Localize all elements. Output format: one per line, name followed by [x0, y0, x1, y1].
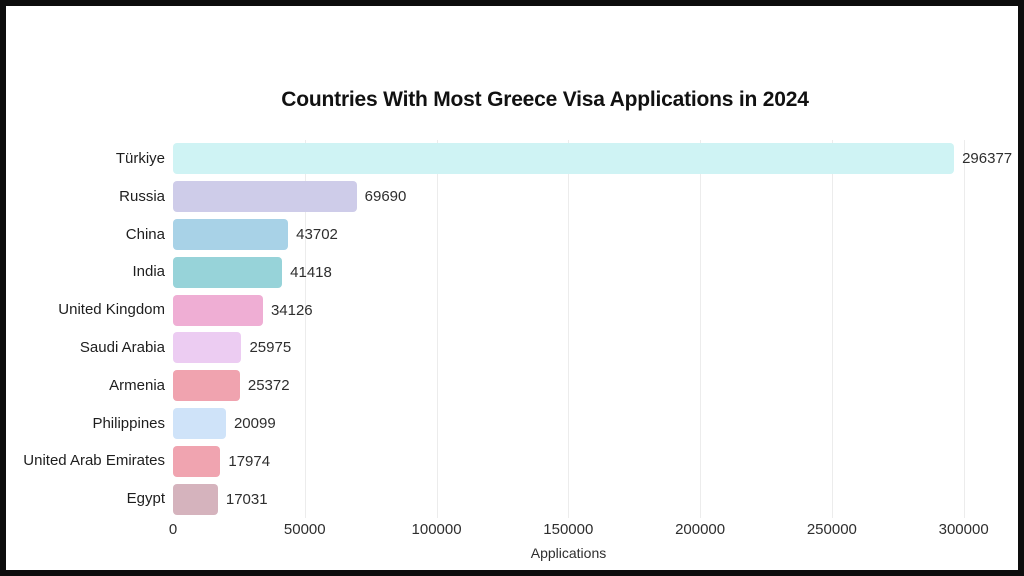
bar	[173, 332, 242, 364]
bar-row: 25975	[173, 329, 990, 367]
x-tick-label: 200000	[675, 521, 726, 538]
bar-value-label: 17031	[225, 490, 268, 508]
bar	[173, 445, 221, 477]
x-axis-ticks: 0 50000 100000 150000 200000 250000 300000	[169, 521, 990, 541]
bar-row: 25372	[173, 367, 990, 405]
gridline	[436, 140, 438, 518]
bar-value-label: 69690	[364, 188, 407, 206]
x-tick-label: 300000	[938, 521, 989, 538]
gridline	[304, 140, 306, 518]
bar-row: 296377	[173, 140, 1012, 178]
y-axis-label: China	[125, 225, 165, 243]
x-tick-label: 50000	[283, 521, 326, 538]
bar-value-label: 296377	[962, 150, 1013, 168]
gridline	[963, 140, 965, 518]
bar-value-label: 20099	[233, 414, 276, 432]
gridline	[568, 140, 570, 518]
y-axis-label: India	[132, 263, 165, 281]
bar-value-label: 25975	[249, 339, 292, 357]
plot-area: 296377 69690 43702 41418 34126 25975 25372 2009…	[173, 140, 1012, 518]
bar	[173, 218, 289, 250]
x-tick-label: 150000	[543, 521, 594, 538]
y-axis-label: United Kingdom	[58, 301, 165, 319]
y-axis-label: United Arab Emirates	[23, 452, 165, 470]
bar-value-label: 34126	[270, 301, 313, 319]
bar-row: 69690	[173, 178, 990, 216]
bar-value-label: 17974	[228, 452, 271, 470]
bar	[173, 370, 240, 402]
bar-value-label: 41418	[290, 263, 332, 281]
bar	[173, 181, 357, 213]
y-axis-label: Egypt	[126, 490, 165, 508]
y-axis-label: Türkiye	[115, 150, 165, 167]
y-axis-label: Russia	[119, 187, 165, 205]
x-tick-label: 0	[168, 521, 178, 538]
bar	[173, 483, 218, 515]
x-tick-label: 100000	[411, 521, 462, 538]
y-axis-label: Philippines	[92, 414, 165, 432]
bar	[173, 294, 263, 326]
bar-row: 17974	[173, 442, 990, 480]
bar-row: 20099	[173, 405, 990, 443]
bar-row: 34126	[173, 291, 990, 329]
bar	[173, 256, 283, 288]
x-tick-label: 250000	[806, 521, 857, 538]
chart-title: Countries With Most Greece Visa Applicat…	[281, 88, 809, 111]
y-axis-labels: Türkiye Russia China India United Kingdom Sau…	[6, 140, 165, 518]
gridline	[700, 140, 702, 518]
gridline	[831, 140, 833, 518]
y-axis-label: Saudi Arabia	[79, 339, 165, 356]
bar	[173, 407, 226, 439]
bar-row: 17031	[173, 480, 990, 518]
bar-value-label: 43702	[296, 225, 338, 243]
bar	[173, 143, 955, 175]
bar-value-label: 25372	[247, 377, 290, 395]
bar-row: 41418	[173, 253, 990, 291]
bar-row: 43702	[173, 216, 990, 254]
y-axis-label: Armenia	[109, 376, 165, 394]
x-axis-label: Applications	[530, 545, 607, 561]
